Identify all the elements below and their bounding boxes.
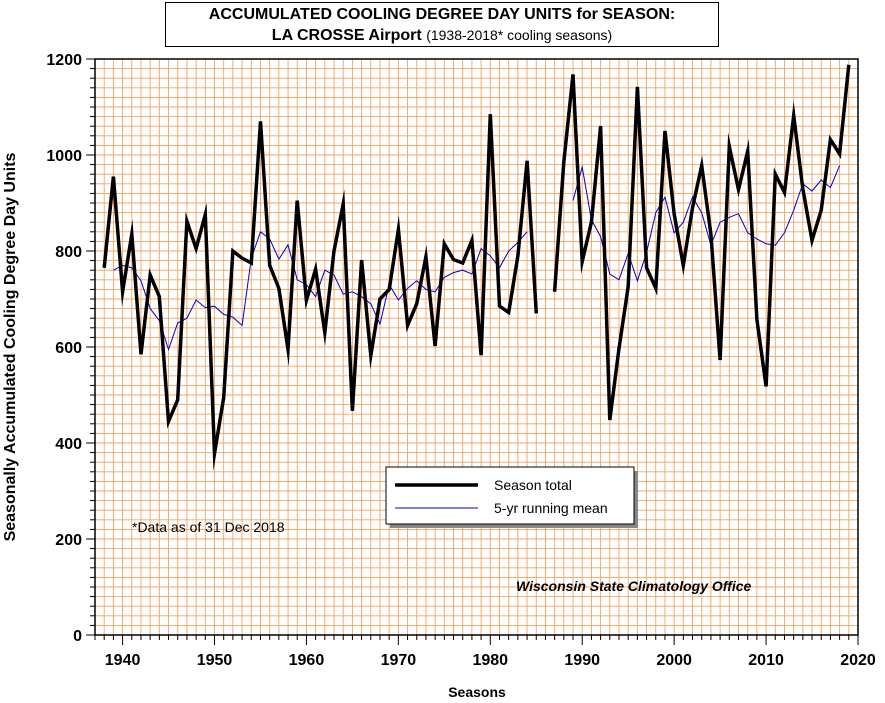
grid (95, 59, 858, 635)
x-tick-label: 1970 (381, 652, 417, 669)
series (102, 64, 851, 472)
y-tick-label: 600 (55, 340, 82, 357)
y-tick-label: 800 (55, 244, 82, 261)
axes: 0 200 400 600 800 1000 1200 1940 1950 1960 1970 198… (46, 52, 875, 669)
season-total-line (102, 114, 539, 472)
x-tick-label: 2020 (840, 652, 876, 669)
x-tick-label: 1940 (105, 652, 141, 669)
running-mean-line (572, 164, 841, 283)
x-tick-label: 2010 (748, 652, 784, 669)
y-tick-label: 1000 (46, 148, 82, 165)
x-tick-label: 2000 (656, 652, 692, 669)
chart-title-box: ACCUMULATED COOLING DEGREE DAY UNITS for… (165, 2, 719, 47)
x-tick-label: 1950 (197, 652, 233, 669)
y-axis-title: Seasonally Accumulated Cooling Degree Da… (2, 152, 19, 541)
legend-box (385, 466, 635, 525)
y-tick-label: 400 (55, 436, 82, 453)
chart-title: ACCUMULATED COOLING DEGREE DAY UNITS for… (208, 6, 676, 23)
y-tick-label: 0 (73, 628, 82, 645)
season-total-line (552, 64, 851, 421)
data-note: *Data as of 31 Dec 2018 (132, 519, 285, 535)
y-tick-label: 1200 (46, 52, 82, 69)
x-tick-label: 1990 (564, 652, 600, 669)
legend-label-season-total: Season total (494, 477, 572, 493)
x-tick-label: 1960 (289, 652, 325, 669)
legend: Season total 5-yr running mean (385, 466, 638, 528)
season-range: (1938-2018* cooling seasons) (426, 27, 613, 43)
station-name: LA CROSSE Airport (271, 27, 422, 44)
credit-label: Wisconsin State Climatology Office (516, 578, 752, 594)
x-tick-label: 1980 (472, 652, 508, 669)
x-axis-title: Seasons (448, 684, 506, 700)
legend-label-running-mean: 5-yr running mean (494, 500, 608, 516)
chart-subtitle: LA CROSSE Airport (1938-2018* cooling se… (166, 25, 718, 46)
y-tick-label: 200 (55, 532, 82, 549)
